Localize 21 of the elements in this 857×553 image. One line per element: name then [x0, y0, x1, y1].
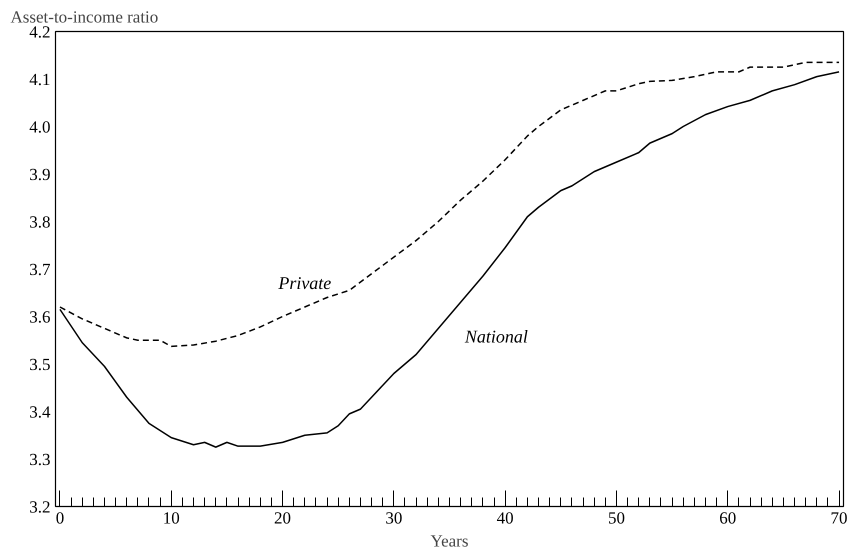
y-tick-label: 3.8: [29, 212, 50, 232]
y-tick-label: 3.3: [29, 450, 50, 469]
y-tick-label: 3.6: [29, 308, 50, 326]
x-tick-label: 20: [274, 508, 292, 528]
x-tick-label: 60: [719, 508, 736, 528]
y-tick-label: 3.5: [29, 355, 50, 374]
y-tick-label: 3.7: [29, 260, 51, 279]
x-tick-label: 50: [608, 508, 625, 528]
y-tick-label: 4.0: [29, 118, 50, 136]
series-label: National: [464, 326, 528, 346]
x-tick-label: 10: [162, 508, 180, 528]
x-axis-title: Years: [430, 532, 468, 550]
x-tick-label: 30: [385, 508, 402, 528]
y-tick-label: 4.1: [29, 70, 50, 89]
y-tick-label: 3.2: [29, 498, 50, 516]
y-tick-label: 3.9: [29, 165, 50, 184]
x-tick-label: 70: [830, 508, 848, 528]
series-label: Private: [277, 273, 332, 293]
y-tick-label: 3.4: [29, 402, 51, 422]
x-tick-label: 0: [56, 508, 64, 528]
x-tick-label: 40: [496, 508, 514, 528]
